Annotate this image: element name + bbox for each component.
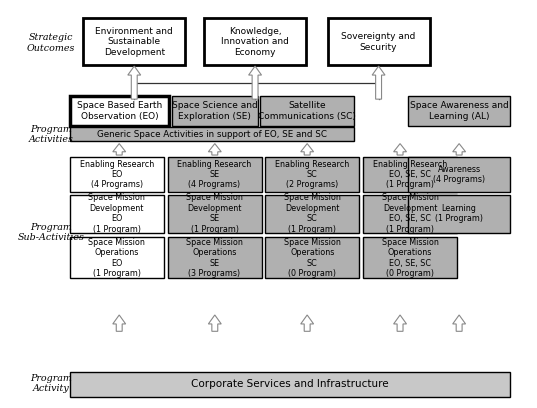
Text: Program
Activities: Program Activities (28, 125, 74, 144)
Polygon shape (301, 144, 314, 155)
Text: Program
Activity: Program Activity (30, 374, 72, 393)
Text: Space Science and
Exploration (SE): Space Science and Exploration (SE) (172, 102, 258, 121)
Polygon shape (208, 144, 221, 155)
Text: Generic Space Activities in support of EO, SE and SC: Generic Space Activities in support of E… (97, 129, 327, 139)
Polygon shape (208, 315, 221, 331)
Text: Space Awareness and
Learning (AL): Space Awareness and Learning (AL) (410, 102, 509, 121)
Bar (83, 18, 185, 65)
Text: Sovereignty and
Security: Sovereignty and Security (342, 32, 416, 51)
Text: Learning
(1 Program): Learning (1 Program) (435, 204, 483, 223)
Text: Program
Sub-Activities: Program Sub-Activities (18, 223, 84, 242)
Text: Space Mission
Development
EO, SE, SC
(1 Program): Space Mission Development EO, SE, SC (1 … (382, 193, 438, 234)
Text: Space Mission
Development
SC
(1 Program): Space Mission Development SC (1 Program) (284, 193, 340, 234)
Bar (204, 18, 306, 65)
Bar (408, 195, 510, 233)
Text: Satellite
Communications (SC): Satellite Communications (SC) (258, 102, 357, 121)
Bar (363, 237, 457, 278)
Polygon shape (394, 144, 407, 155)
Text: Space Mission
Operations
EO
(1 Program): Space Mission Operations EO (1 Program) (89, 238, 145, 278)
Text: Knowledge,
Innovation and
Economy: Knowledge, Innovation and Economy (221, 27, 289, 57)
Bar (363, 157, 457, 192)
Text: Space Mission
Operations
EO, SE, SC
(0 Program): Space Mission Operations EO, SE, SC (0 P… (382, 238, 438, 278)
Bar (70, 96, 169, 126)
Polygon shape (249, 66, 262, 99)
Text: Enabling Research
SE
(4 Programs): Enabling Research SE (4 Programs) (177, 160, 252, 189)
Text: Enabling Research
EO, SE, SC
(1 Program): Enabling Research EO, SE, SC (1 Program) (373, 160, 447, 189)
Bar (363, 195, 457, 233)
Bar (265, 237, 359, 278)
Bar (260, 96, 354, 126)
Text: Space Mission
Operations
SE
(3 Programs): Space Mission Operations SE (3 Programs) (186, 238, 243, 278)
Polygon shape (113, 315, 126, 331)
Bar (70, 237, 164, 278)
Text: Enabling Research
SC
(2 Programs): Enabling Research SC (2 Programs) (275, 160, 350, 189)
Bar (408, 157, 510, 192)
Text: Space Mission
Development
SE
(1 Program): Space Mission Development SE (1 Program) (186, 193, 243, 234)
Bar (172, 96, 258, 126)
Text: Corporate Services and Infrastructure: Corporate Services and Infrastructure (191, 379, 389, 389)
Polygon shape (394, 315, 407, 331)
Text: Space Mission
Development
EO
(1 Program): Space Mission Development EO (1 Program) (89, 193, 145, 234)
Polygon shape (372, 66, 385, 99)
Polygon shape (128, 66, 141, 99)
Bar (70, 157, 164, 192)
Bar (408, 96, 510, 126)
Text: Strategic
Outcomes: Strategic Outcomes (27, 33, 75, 53)
Bar (265, 195, 359, 233)
Text: Space Based Earth
Observation (EO): Space Based Earth Observation (EO) (77, 102, 162, 121)
Bar (168, 195, 262, 233)
Text: Enabling Research
EO
(4 Programs): Enabling Research EO (4 Programs) (79, 160, 154, 189)
Polygon shape (113, 144, 126, 155)
Bar (70, 195, 164, 233)
Bar (328, 18, 430, 65)
Polygon shape (453, 315, 466, 331)
Text: Awareness
(4 Programs): Awareness (4 Programs) (433, 165, 485, 184)
Polygon shape (301, 315, 314, 331)
Bar (168, 157, 262, 192)
Bar (70, 372, 510, 397)
Text: Environment and
Sustainable
Development: Environment and Sustainable Development (96, 27, 173, 57)
Bar (70, 127, 354, 141)
Bar (265, 157, 359, 192)
Polygon shape (453, 144, 466, 155)
Bar (168, 237, 262, 278)
Text: Space Mission
Operations
SC
(0 Program): Space Mission Operations SC (0 Program) (284, 238, 340, 278)
